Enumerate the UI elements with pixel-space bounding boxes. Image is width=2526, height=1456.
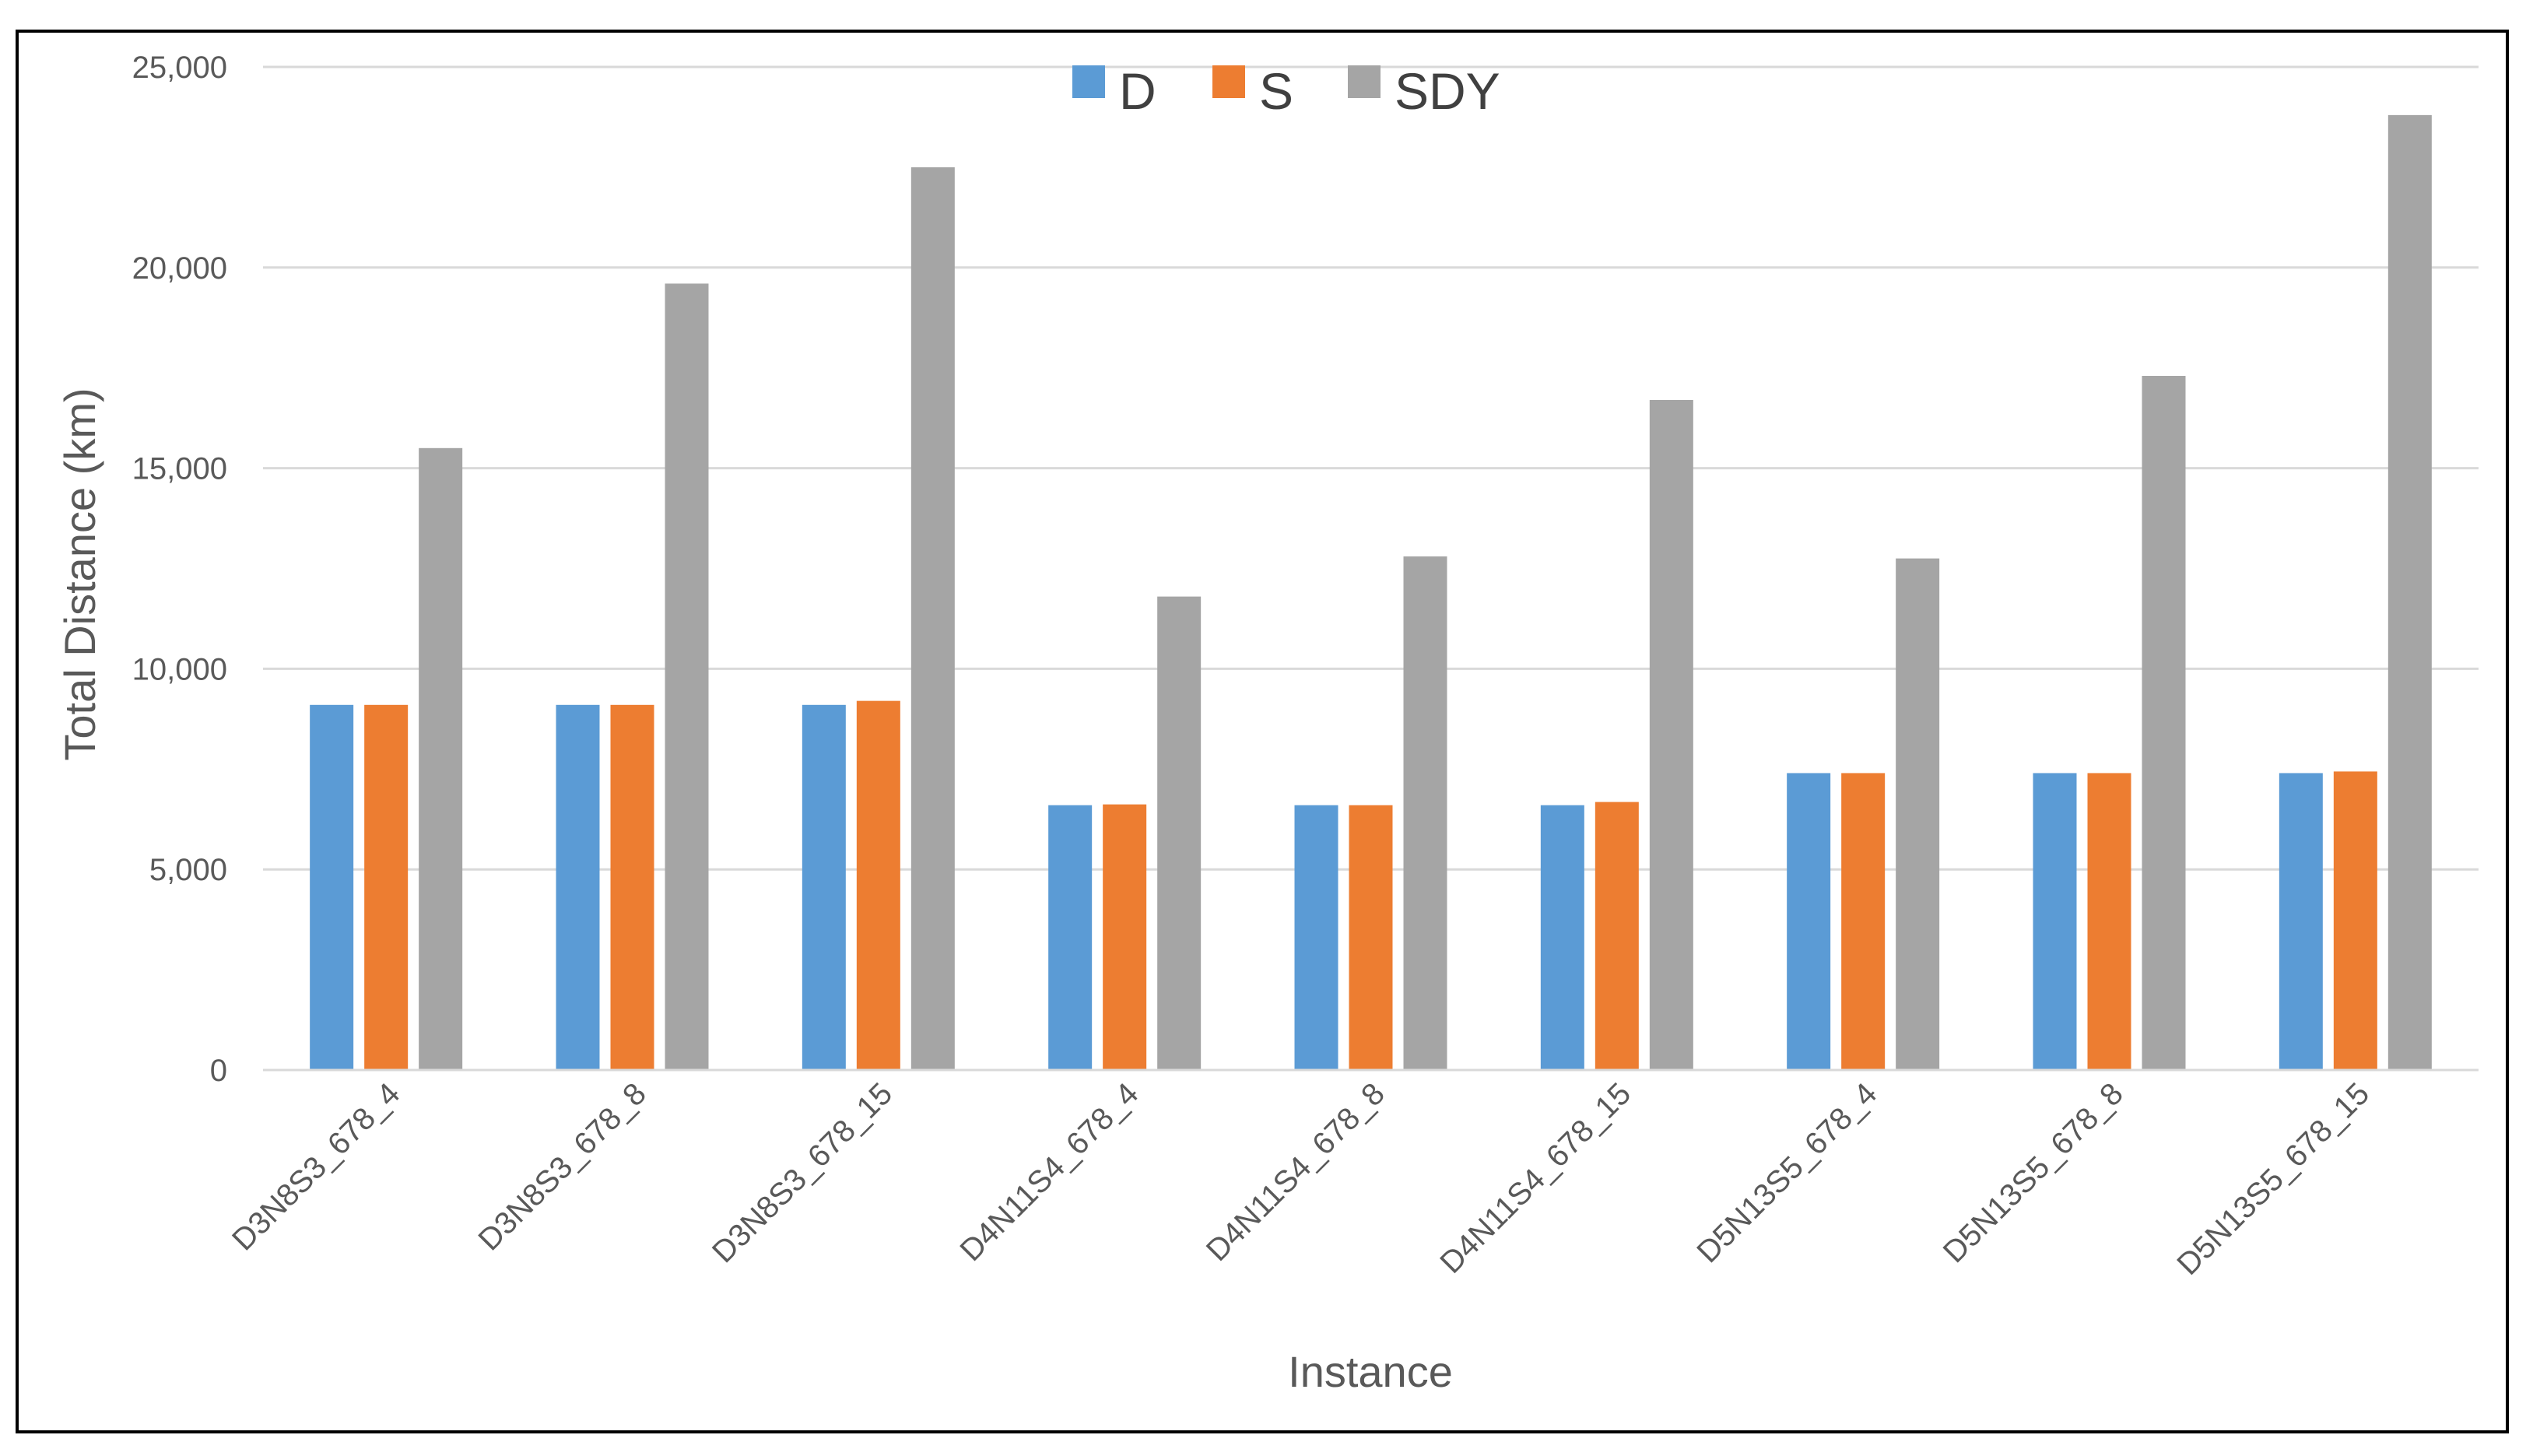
legend: D S SDY xyxy=(1072,62,1500,120)
legend-swatch-s xyxy=(1212,65,1245,98)
y-tick-label: 0 xyxy=(210,1054,227,1088)
x-tick-label: D3N8S3_678_4 xyxy=(226,1076,406,1257)
bar-s-d3n8s3_678_15 xyxy=(856,700,900,1070)
bar-sdy-d3n8s3_678_8 xyxy=(665,283,709,1070)
bar-s-d4n11s4_678_15 xyxy=(1595,802,1639,1070)
bars xyxy=(310,114,2432,1071)
bar-s-d5n13s5_678_4 xyxy=(1841,773,1886,1070)
x-tick-label: D3N8S3_678_8 xyxy=(472,1076,652,1257)
legend-label-sdy: SDY xyxy=(1395,62,1500,120)
bar-sdy-d5n13s5_678_4 xyxy=(1896,558,1940,1070)
x-axis-title: Instance xyxy=(1288,1347,1453,1396)
y-tick-label: 10,000 xyxy=(132,652,227,686)
bar-d-d3n8s3_678_4 xyxy=(310,704,354,1070)
y-tick-labels: 0 5,000 10,000 15,000 20,000 25,000 xyxy=(132,51,227,1088)
x-tick-label: D5N13S5_678_8 xyxy=(1937,1076,2130,1269)
bar-d-d3n8s3_678_15 xyxy=(802,704,846,1070)
legend-swatch-d xyxy=(1072,65,1105,98)
x-tick-label: D4N11S4_678_4 xyxy=(953,1076,1145,1268)
bar-s-d3n8s3_678_8 xyxy=(610,704,654,1070)
y-tick-label: 20,000 xyxy=(132,251,227,286)
bar-d-d5n13s5_678_15 xyxy=(2279,773,2323,1070)
bar-d-d3n8s3_678_8 xyxy=(556,704,600,1070)
legend-label-d: D xyxy=(1119,62,1156,120)
x-tick-label: D4N11S4_678_8 xyxy=(1200,1076,1391,1268)
x-tick-label: D5N13S5_678_4 xyxy=(1690,1076,1883,1269)
legend-label-s: S xyxy=(1259,62,1293,120)
bar-sdy-d4n11s4_678_4 xyxy=(1157,596,1202,1070)
x-tick-labels: D3N8S3_678_4 D3N8S3_678_8 D3N8S3_678_15 D4N… xyxy=(226,1076,2376,1282)
y-tick-label: 5,000 xyxy=(149,853,227,887)
bar-s-d4n11s4_678_4 xyxy=(1103,804,1147,1070)
x-tick-label: D4N11S4_678_15 xyxy=(1433,1076,1637,1280)
bar-sdy-d4n11s4_678_15 xyxy=(1649,399,1693,1070)
bar-d-d5n13s5_678_4 xyxy=(1787,773,1831,1070)
bar-sdy-d5n13s5_678_8 xyxy=(2142,376,2186,1071)
y-tick-label: 15,000 xyxy=(132,452,227,486)
bar-s-d5n13s5_678_15 xyxy=(2333,771,2377,1070)
bar-sdy-d3n8s3_678_4 xyxy=(419,447,463,1070)
legend-swatch-sdy xyxy=(1348,65,1381,98)
bar-s-d5n13s5_678_8 xyxy=(2087,773,2131,1070)
bar-sdy-d4n11s4_678_8 xyxy=(1403,556,1447,1070)
bar-sdy-d5n13s5_678_15 xyxy=(2387,114,2432,1071)
bar-s-d3n8s3_678_4 xyxy=(364,704,409,1070)
bar-d-d4n11s4_678_4 xyxy=(1048,805,1093,1070)
bar-d-d5n13s5_678_8 xyxy=(2033,773,2077,1070)
bar-d-d4n11s4_678_8 xyxy=(1294,805,1338,1070)
x-tick-label: D5N13S5_678_15 xyxy=(2170,1076,2376,1282)
y-tick-label: 25,000 xyxy=(132,51,227,85)
y-axis-title: Total Distance (km) xyxy=(55,388,104,760)
x-tick-label: D3N8S3_678_15 xyxy=(706,1076,899,1269)
bar-d-d4n11s4_678_15 xyxy=(1540,805,1584,1070)
bar-s-d4n11s4_678_8 xyxy=(1349,805,1393,1070)
bar-sdy-d3n8s3_678_15 xyxy=(910,167,955,1070)
